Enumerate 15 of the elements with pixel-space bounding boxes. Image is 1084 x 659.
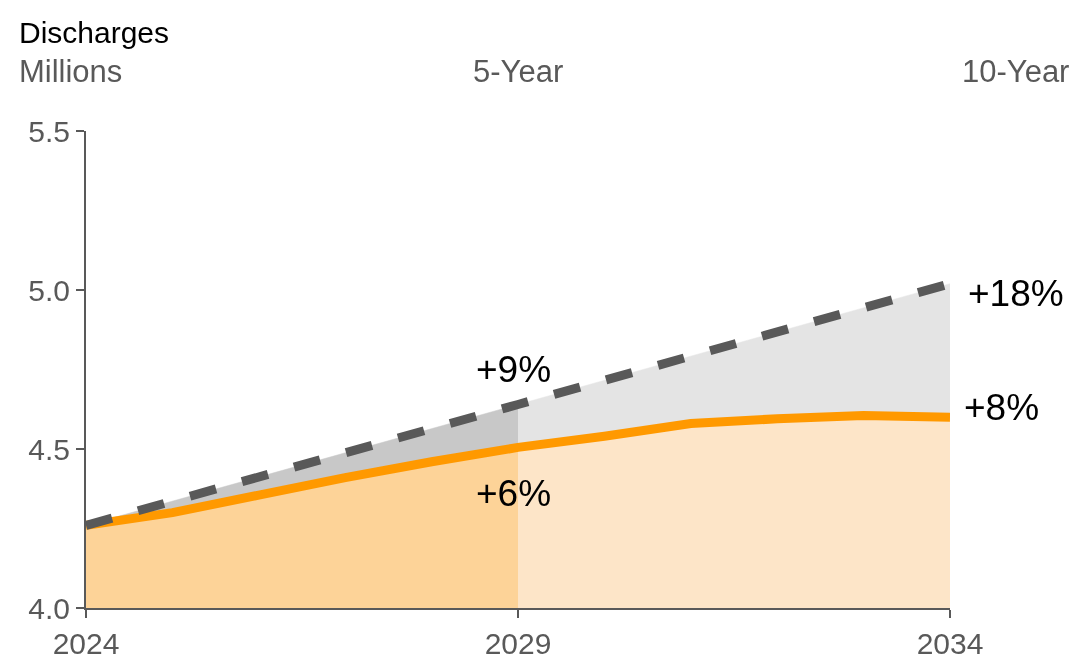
y-tick-label: 5.0 — [28, 273, 70, 307]
text: 10-Year — [962, 54, 1070, 89]
x-tick-label: 2034 — [916, 627, 984, 659]
y-tick-label: 4.5 — [28, 432, 70, 466]
text: +8% — [964, 387, 1040, 428]
y-tick-label: 5.5 — [28, 114, 70, 148]
y-axis-title: Millions — [19, 54, 123, 89]
text: 5-Year — [473, 54, 564, 89]
annotation: +9% — [476, 349, 552, 390]
text: +18% — [968, 273, 1064, 314]
x-tick-label: 2024 — [52, 627, 120, 659]
chart-title: Discharges — [19, 16, 170, 49]
annotation: +6% — [476, 473, 552, 514]
y-tick-label: 4.0 — [28, 591, 70, 625]
x-tick-label: 2029 — [484, 627, 552, 659]
